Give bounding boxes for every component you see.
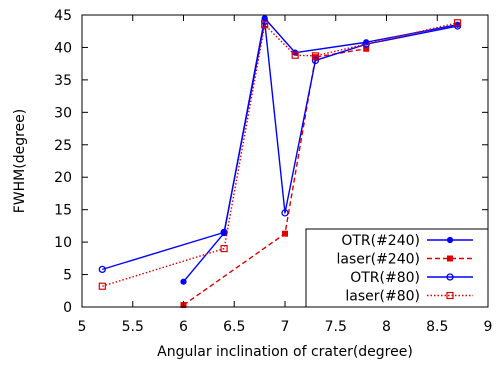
data-point xyxy=(453,19,462,27)
x-tick-label: 5 xyxy=(78,319,87,335)
series-line xyxy=(102,22,458,287)
y-tick-label: 25 xyxy=(54,138,72,154)
legend-label: laser(#240) xyxy=(336,252,420,268)
x-axis-title: Angular inclination of crater(degree) xyxy=(157,344,413,360)
y-tick-label: 15 xyxy=(54,203,72,219)
legend-item: OTR(#80) xyxy=(350,270,473,286)
y-tick-label: 5 xyxy=(63,268,72,284)
legend-label: laser(#80) xyxy=(345,289,420,305)
data-point xyxy=(220,245,228,253)
x-tick-label: 7.5 xyxy=(325,319,347,335)
data-point xyxy=(363,45,370,52)
x-tick-label: 8 xyxy=(382,319,391,335)
legend-label: OTR(#80) xyxy=(350,270,420,286)
x-tick-label: 6.5 xyxy=(223,319,245,335)
legend-marker xyxy=(446,236,454,244)
x-tick-label: 6 xyxy=(179,319,188,335)
data-point xyxy=(180,278,187,285)
series-line xyxy=(182,17,458,283)
data-point xyxy=(362,40,370,48)
y-tick-label: 0 xyxy=(63,300,72,316)
legend-marker xyxy=(446,291,454,300)
data-point xyxy=(311,52,320,60)
series-3 xyxy=(98,19,462,290)
x-tick-label: 8.5 xyxy=(426,319,448,335)
legend-marker xyxy=(446,255,453,262)
y-tick-label: 35 xyxy=(54,73,72,89)
legend-item: OTR(#240) xyxy=(341,233,473,249)
legend: OTR(#240) laser(#240) OTR(#80) laser(#80) xyxy=(305,228,489,308)
data-point xyxy=(281,230,288,237)
data-point xyxy=(261,21,269,29)
legend-item: laser(#240) xyxy=(336,252,473,268)
y-axis-title: FWHM(degree) xyxy=(12,109,28,214)
data-point xyxy=(98,282,106,290)
y-tick-label: 10 xyxy=(54,235,72,251)
y-tick-label: 20 xyxy=(54,170,72,186)
x-tick-label: 9 xyxy=(484,319,493,335)
legend-marker xyxy=(446,273,454,281)
data-point xyxy=(311,56,320,65)
y-tick-label: 40 xyxy=(54,40,72,56)
legend-item: laser(#80) xyxy=(345,289,473,305)
legend-label: OTR(#240) xyxy=(341,233,420,249)
legend-box xyxy=(305,228,489,308)
plot-content xyxy=(98,15,462,309)
y-tick-label: 45 xyxy=(54,8,72,24)
x-tick-label: 5.5 xyxy=(122,319,144,335)
x-tick-label: 7 xyxy=(281,319,290,335)
data-point xyxy=(281,209,289,217)
data-point xyxy=(98,265,106,274)
y-tick-label: 30 xyxy=(54,105,72,121)
data-point xyxy=(291,51,299,59)
